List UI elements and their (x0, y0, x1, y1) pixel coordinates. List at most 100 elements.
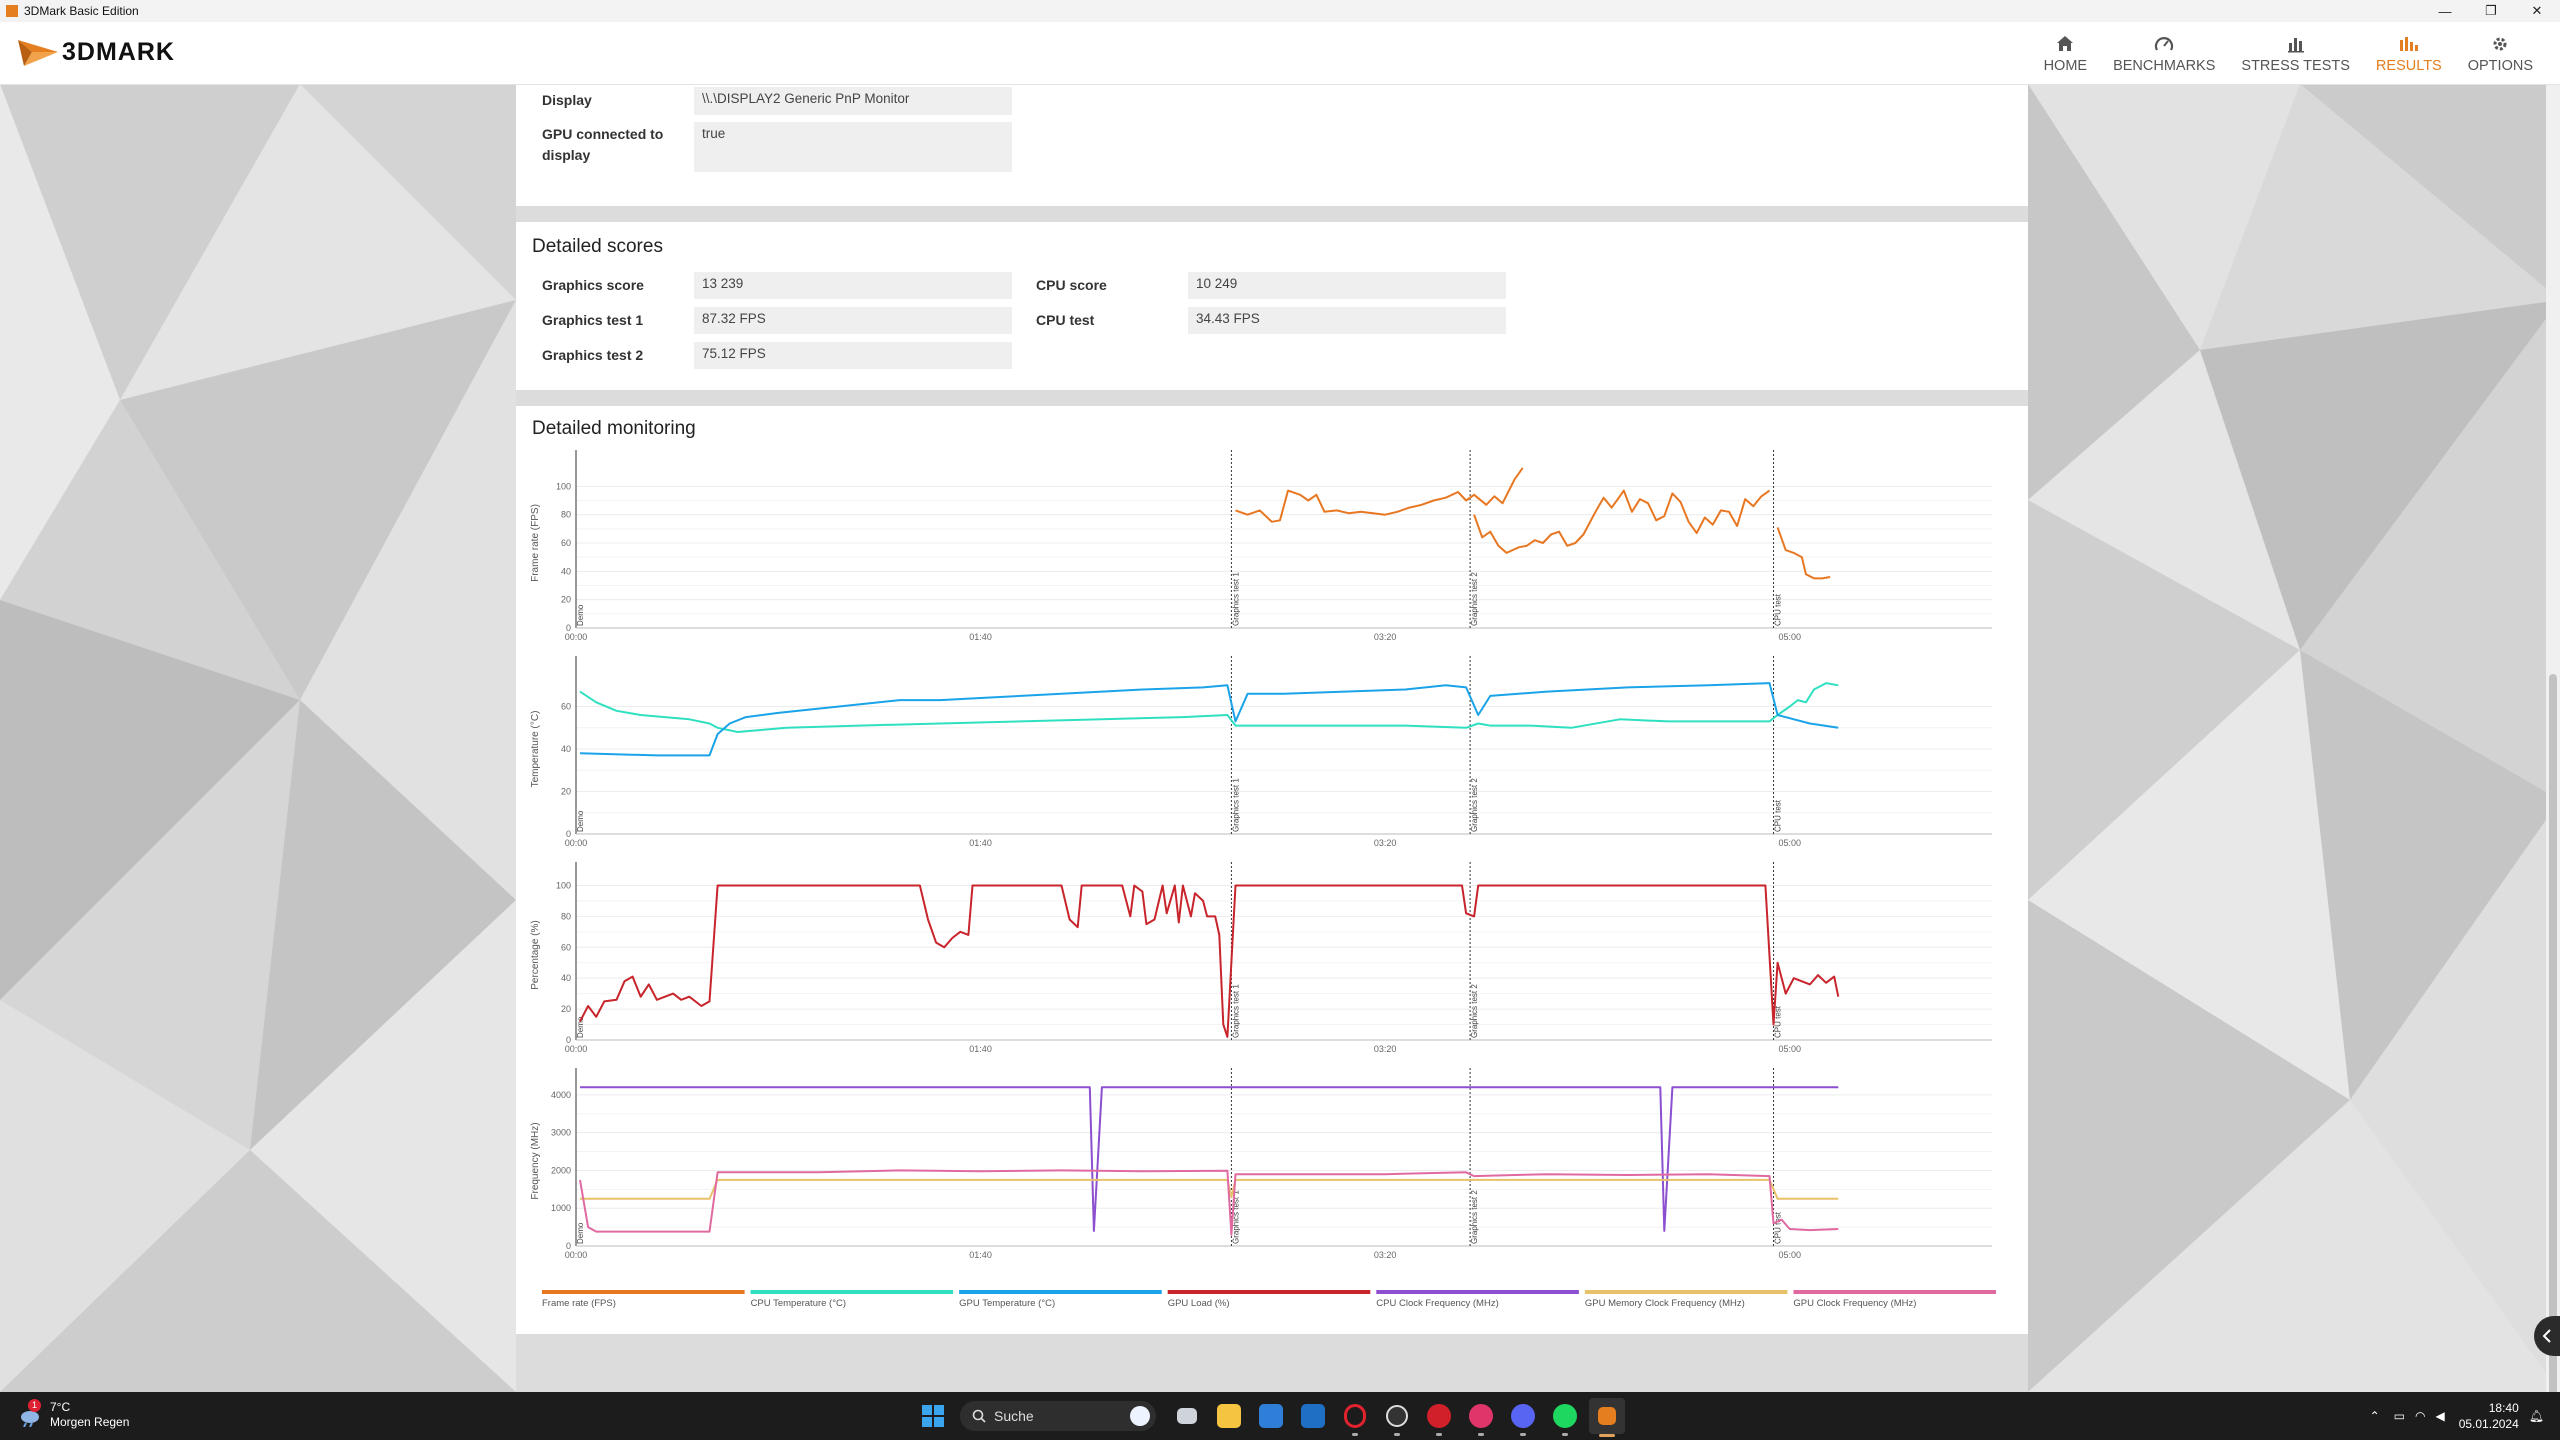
windows-taskbar: 1 7°C Morgen Regen Suche ⌃ ▭ ◠ ◀ (0, 1392, 2560, 1440)
x-tick-label: 01:40 (969, 1250, 992, 1260)
gpu-connected-label: GPU connected to display (542, 126, 664, 163)
volume-icon[interactable]: ◀ (2435, 1409, 2445, 1423)
y-tick-label: 2000 (551, 1165, 571, 1175)
x-tick-label: 05:00 (1778, 838, 1801, 848)
weather-widget[interactable]: 1 7°C Morgen Regen (18, 1399, 130, 1430)
mail-icon[interactable] (1295, 1398, 1331, 1434)
app-logo[interactable]: 3DMARK (18, 34, 175, 70)
opera-icon[interactable] (1337, 1398, 1373, 1436)
scrollbar-thumb[interactable] (2549, 674, 2557, 1434)
y-tick-label: 20 (561, 595, 571, 605)
phase-marker-label: Graphics test 2 (1470, 984, 1479, 1038)
page-scrollbar[interactable] (2546, 84, 2560, 1434)
x-tick-label: 00:00 (565, 632, 588, 642)
hardware-monitor-icon[interactable] (1379, 1398, 1415, 1436)
series-line (579, 884, 1840, 1038)
graphics-score-label: Graphics score (542, 277, 644, 293)
y-tick-label: 80 (561, 911, 571, 921)
msi-afterburner-icon[interactable] (1421, 1398, 1457, 1436)
x-tick-label: 00:00 (565, 1044, 588, 1054)
taskbar-search[interactable]: Suche (960, 1401, 1156, 1431)
search-placeholder: Suche (994, 1408, 1034, 1424)
gauge-icon (2154, 33, 2174, 55)
wifi-icon[interactable]: ◠ (2414, 1409, 2426, 1423)
y-tick-label: 0 (566, 829, 571, 839)
clock[interactable]: 18:40 05.01.2024 (2459, 1400, 2519, 1432)
nav-options[interactable]: OPTIONS (2455, 22, 2546, 84)
start-button[interactable] (915, 1398, 951, 1434)
monitor-app-icon[interactable] (1463, 1398, 1499, 1436)
legend-swatch (542, 1290, 745, 1294)
series-line (579, 1169, 1839, 1236)
minimize-button[interactable]: — (2438, 3, 2452, 19)
series-line (579, 682, 1839, 733)
store-icon[interactable] (1253, 1398, 1289, 1434)
y-tick-label: 100 (556, 481, 571, 491)
display-value: \\.\DISPLAY2 Generic PnP Monitor (694, 87, 1012, 115)
gpu-connected-value: true (694, 122, 1012, 172)
x-tick-label: 00:00 (565, 1250, 588, 1260)
chevron-left-icon (2542, 1329, 2551, 1343)
maximize-button[interactable]: ❐ (2485, 3, 2497, 18)
discord-icon[interactable] (1505, 1398, 1541, 1436)
x-tick-label: 03:20 (1374, 1250, 1397, 1260)
weather-description: Morgen Regen (50, 1415, 130, 1429)
legend-label: CPU Clock Frequency (MHz) (1376, 1298, 1498, 1309)
side-expand-button[interactable] (2534, 1316, 2560, 1356)
nav-results[interactable]: RESULTS (2363, 22, 2455, 84)
x-tick-label: 05:00 (1778, 1250, 1801, 1260)
y-tick-label: 60 (561, 942, 571, 952)
y-tick-label: 40 (561, 973, 571, 983)
bing-icon (1130, 1406, 1150, 1426)
clock-date: 05.01.2024 (2458, 1417, 2519, 1431)
y-tick-label: 3000 (551, 1128, 571, 1138)
y-tick-label: 40 (561, 566, 571, 576)
network-icon[interactable]: ▭ (2393, 1409, 2405, 1423)
display-label: Display (542, 92, 592, 108)
legend-label: GPU Memory Clock Frequency (MHz) (1585, 1298, 1745, 1309)
nav-benchmarks[interactable]: BENCHMARKS (2100, 22, 2228, 84)
task-view-icon[interactable] (1169, 1398, 1205, 1434)
y-axis-label: Temperature (°C) (530, 711, 541, 788)
x-tick-label: 05:00 (1778, 1044, 1801, 1054)
legend-swatch (1584, 1290, 1788, 1294)
notification-bell-icon[interactable]: 🔔︎ (2528, 1409, 2544, 1423)
gear-icon (2491, 33, 2509, 55)
y-tick-label: 0 (566, 1241, 571, 1251)
x-tick-label: 03:20 (1374, 838, 1397, 848)
phase-marker-label: Graphics test 1 (1231, 984, 1240, 1038)
phase-marker-label: Demo (576, 1222, 585, 1244)
cpu-test-label: CPU test (1036, 312, 1095, 328)
home-icon (2056, 33, 2074, 55)
close-button[interactable]: ✕ (2531, 3, 2543, 18)
y-tick-label: 20 (561, 787, 571, 797)
y-tick-label: 4000 (551, 1090, 571, 1100)
series-line (579, 682, 1839, 757)
results-icon (2399, 33, 2419, 55)
phase-marker-label: Demo (576, 810, 585, 832)
search-icon (972, 1409, 986, 1423)
graphics-test2-value: 75.12 FPS (694, 342, 1012, 369)
3dmark-logo-icon (18, 40, 58, 66)
3dmark-taskbar-icon[interactable] (1589, 1398, 1625, 1437)
spotify-icon[interactable] (1547, 1398, 1583, 1436)
file-explorer-icon[interactable] (1211, 1398, 1247, 1434)
cpu-score-label: CPU score (1036, 277, 1107, 293)
phase-marker-label: CPU test (1774, 1005, 1783, 1038)
phase-marker-label: Graphics test 1 (1231, 1190, 1240, 1244)
y-tick-label: 60 (561, 538, 571, 548)
nav-stress-tests[interactable]: STRESS TESTS (2228, 22, 2363, 84)
weather-alert-badge: 1 (28, 1399, 41, 1412)
phase-marker-label: Graphics test 2 (1470, 1190, 1479, 1244)
nav-home[interactable]: HOME (2031, 22, 2101, 84)
y-tick-label: 60 (561, 702, 571, 712)
nav-options-label: OPTIONS (2467, 57, 2533, 74)
y-tick-label: 1000 (551, 1203, 571, 1213)
cpu-test-value: 34.43 FPS (1188, 307, 1506, 334)
main-nav: HOME BENCHMARKS STRESS TESTS RESULTS OPT… (2031, 22, 2546, 84)
graphics-test1-label: Graphics test 1 (542, 312, 644, 328)
graphics-test2-label: Graphics test 2 (542, 347, 644, 363)
x-tick-label: 01:40 (969, 838, 992, 848)
weather-icon: 1 (18, 1399, 42, 1428)
chevron-up-icon[interactable]: ⌃ (2369, 1409, 2380, 1423)
